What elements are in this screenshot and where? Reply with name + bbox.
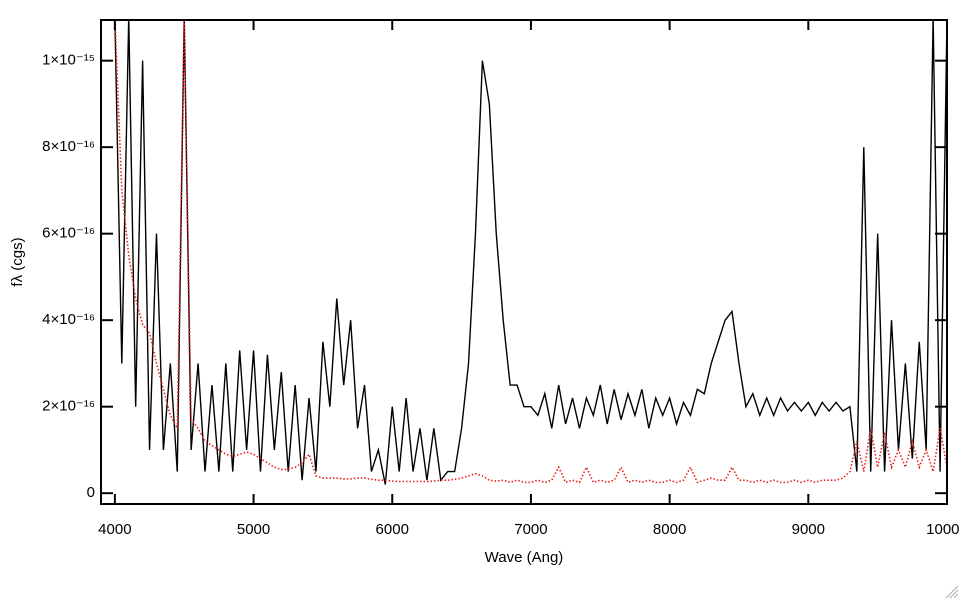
plot-area: [114, 20, 947, 485]
y-tick-label: 1×10⁻¹⁵: [42, 52, 95, 69]
x-tick-label: 6000: [376, 521, 409, 538]
spectrum-line: [114, 20, 947, 485]
y-tick-label: 2×10⁻¹⁶: [42, 398, 95, 415]
x-tick-label: 4000: [98, 521, 131, 538]
y-axis-label: fλ (cgs): [9, 237, 26, 286]
y-tick-label: 8×10⁻¹⁶: [42, 138, 95, 155]
x-tick-label: 5000: [237, 521, 270, 538]
x-tick-label: 8000: [653, 521, 686, 538]
resize-grip: [945, 585, 959, 599]
axes-frame: [100, 19, 948, 505]
x-tick-label: 9000: [792, 521, 825, 538]
x-axis-label: Wave (Ang): [485, 549, 564, 566]
y-tick-label: 4×10⁻¹⁶: [42, 311, 95, 328]
spectrum-line: [114, 20, 947, 484]
x-tick-label: 7000: [514, 521, 547, 538]
y-tick-label: 6×10⁻¹⁶: [42, 225, 95, 242]
y-tick-label: 0: [87, 484, 95, 501]
